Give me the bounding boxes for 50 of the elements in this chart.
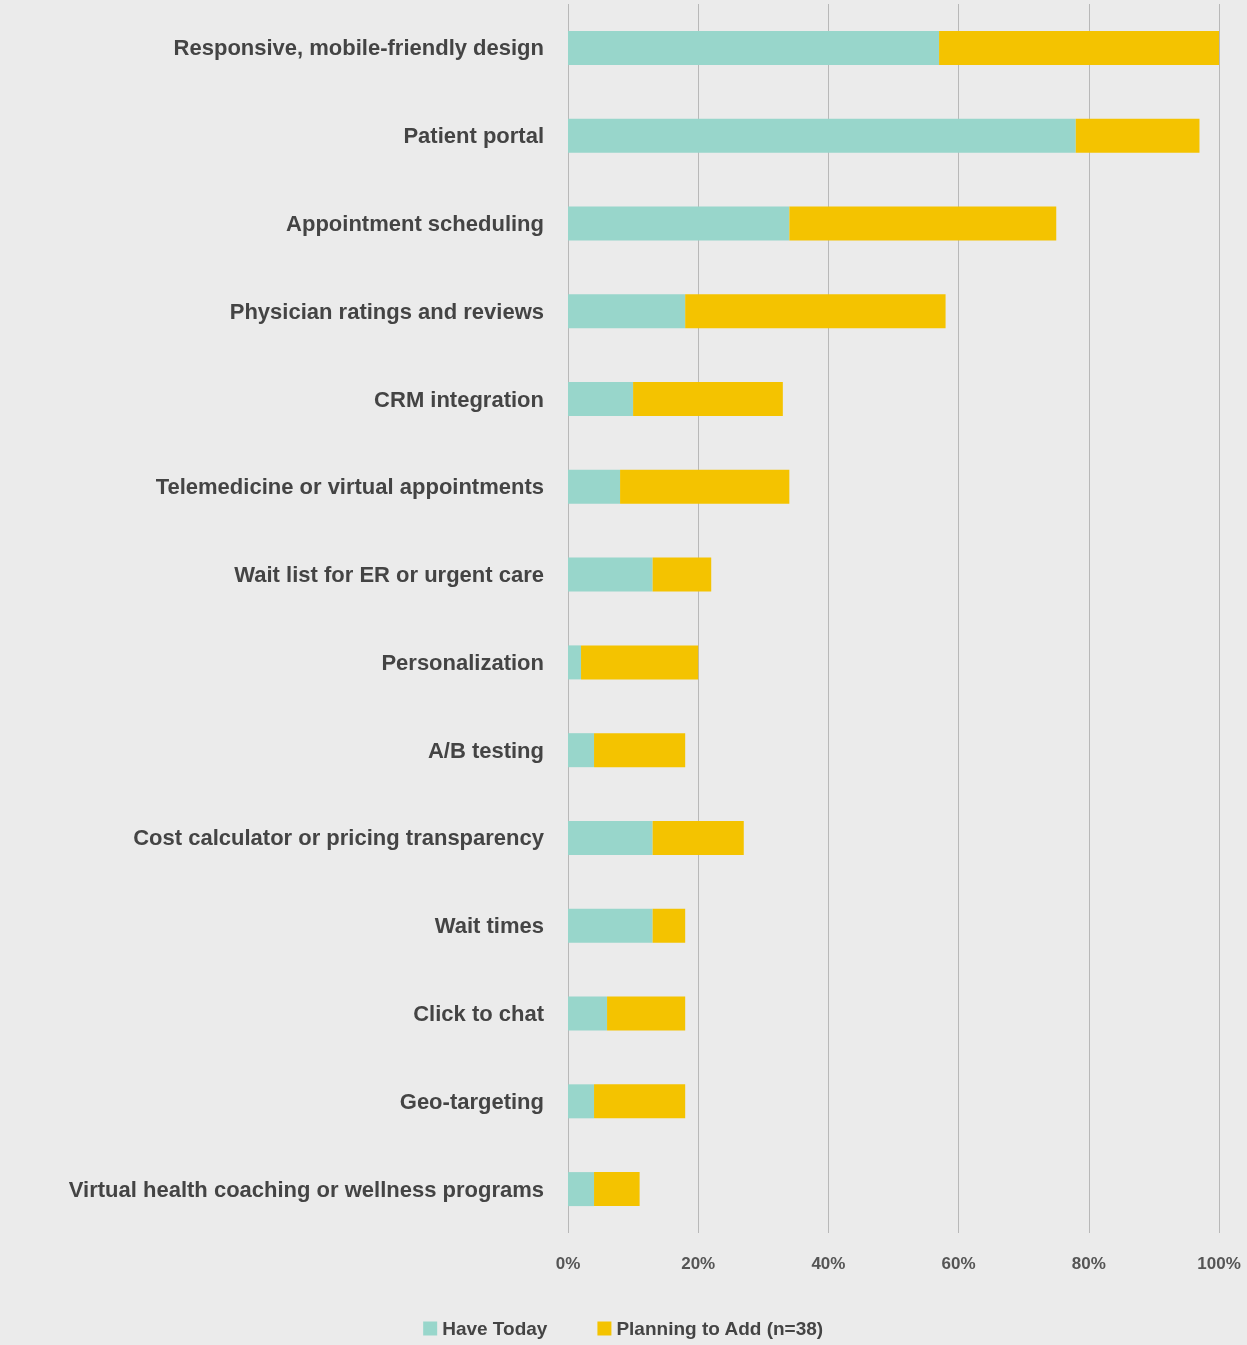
bar: [652, 908, 686, 943]
y-tick-label: A/B testing: [427, 737, 544, 763]
bar: [633, 382, 783, 417]
legend-label: Have Today: [442, 1318, 548, 1339]
bar: [789, 206, 1057, 241]
bar: [568, 382, 634, 417]
y-tick-label: Telemedicine or virtual appointments: [155, 474, 544, 500]
bar: [568, 30, 940, 65]
bar: [607, 996, 686, 1031]
y-tick-label: Geo-targeting: [399, 1088, 544, 1114]
x-tick-label: 0%: [555, 1254, 581, 1273]
bar: [568, 1172, 595, 1207]
x-tick-label: 40%: [811, 1254, 846, 1273]
bar: [685, 294, 946, 329]
y-tick-label: Wait list for ER or urgent care: [234, 562, 544, 588]
bar: [594, 1172, 640, 1207]
bar: [568, 1084, 595, 1119]
y-tick-label: Wait times: [434, 913, 544, 939]
y-tick-label: Cost calculator or pricing transparency: [133, 825, 545, 851]
y-tick-label: Appointment scheduling: [286, 210, 544, 236]
bar: [568, 996, 608, 1031]
y-tick-label: CRM integration: [374, 386, 544, 412]
legend-label: Planning to Add (n=38): [616, 1318, 824, 1339]
bar: [568, 645, 582, 680]
bar: [568, 294, 686, 329]
x-tick-label: 100%: [1197, 1254, 1241, 1273]
bar: [1075, 118, 1200, 153]
bar: [939, 30, 1219, 65]
y-tick-label: Click to chat: [413, 1001, 545, 1027]
bar: [568, 118, 1076, 153]
y-tick-label: Personalization: [381, 649, 544, 675]
bar: [652, 557, 712, 592]
bar: [620, 469, 790, 504]
y-tick-label: Virtual health coaching or wellness programs: [68, 1176, 544, 1202]
x-tick-label: 20%: [681, 1254, 716, 1273]
bar: [594, 1084, 686, 1119]
x-tick-label: 60%: [941, 1254, 976, 1273]
bar: [568, 733, 595, 768]
bar: [594, 733, 686, 768]
y-tick-label: Physician ratings and reviews: [229, 298, 544, 324]
bar: [568, 469, 621, 504]
y-tick-label: Responsive, mobile-friendly design: [173, 35, 544, 61]
bar: [652, 820, 744, 855]
x-tick-label: 80%: [1071, 1254, 1106, 1273]
bar: [568, 908, 653, 943]
bar: [568, 557, 653, 592]
bar: [568, 206, 790, 241]
y-tick-label: Patient portal: [403, 123, 544, 149]
bar: [581, 645, 699, 680]
bar: [568, 820, 653, 855]
